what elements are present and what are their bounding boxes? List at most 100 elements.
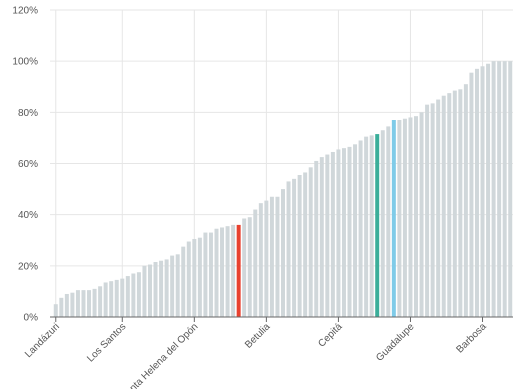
bar[interactable] (497, 61, 502, 317)
bar[interactable] (214, 228, 219, 317)
x-axis (50, 316, 513, 322)
bar[interactable] (59, 297, 64, 317)
bar[interactable] (414, 116, 419, 317)
bar[interactable] (430, 103, 435, 317)
bar[interactable] (220, 227, 225, 317)
bar[interactable] (275, 196, 280, 317)
bar[interactable] (142, 265, 147, 317)
bar[interactable] (81, 290, 86, 317)
bar[interactable] (103, 282, 108, 317)
bar[interactable] (197, 237, 202, 317)
bar[interactable] (70, 292, 75, 317)
bar[interactable] (419, 112, 424, 317)
bar[interactable] (170, 255, 175, 317)
bar[interactable] (147, 264, 152, 317)
bar[interactable] (153, 261, 158, 317)
bar[interactable] (203, 232, 208, 317)
bar[interactable] (75, 290, 80, 317)
x-tick-label: Cepitá (316, 321, 345, 350)
highlighted-bar[interactable] (375, 134, 380, 317)
bar[interactable] (231, 224, 236, 317)
y-tick-label: 20% (18, 261, 38, 272)
bars (53, 61, 513, 318)
bar[interactable] (269, 196, 274, 317)
x-tick-label: Barbosa (455, 321, 489, 355)
bar[interactable] (253, 209, 258, 317)
bar[interactable] (447, 93, 452, 317)
x-tick-label: Los Santos (85, 321, 128, 364)
bar[interactable] (369, 135, 374, 317)
bar[interactable] (181, 246, 186, 317)
bar[interactable] (208, 232, 213, 317)
bar[interactable] (402, 118, 407, 318)
bar[interactable] (192, 238, 197, 317)
bar[interactable] (425, 104, 430, 318)
bar[interactable] (341, 148, 346, 317)
bar[interactable] (242, 218, 247, 317)
bar[interactable] (330, 151, 335, 317)
bar[interactable] (358, 140, 363, 317)
bar[interactable] (258, 203, 263, 317)
bar[interactable] (64, 293, 69, 317)
bar[interactable] (98, 286, 103, 317)
bar[interactable] (441, 95, 446, 318)
y-tick-label: 0% (24, 313, 39, 324)
bar[interactable] (480, 66, 485, 318)
bar[interactable] (508, 61, 513, 317)
bar[interactable] (175, 254, 180, 317)
bar[interactable] (347, 146, 352, 317)
x-tick-label: Santa Helena del Opón (119, 321, 200, 389)
bar[interactable] (92, 288, 97, 317)
bar[interactable] (386, 126, 391, 317)
bar[interactable] (463, 84, 468, 317)
bar[interactable] (486, 63, 491, 317)
bar[interactable] (474, 68, 479, 317)
bar[interactable] (131, 273, 136, 317)
bar[interactable] (308, 167, 313, 317)
bar[interactable] (186, 241, 191, 317)
bar[interactable] (159, 260, 164, 317)
highlighted-bar[interactable] (391, 120, 396, 317)
bar[interactable] (53, 304, 58, 317)
bar[interactable] (364, 136, 369, 317)
bar[interactable] (452, 90, 457, 318)
bar[interactable] (469, 72, 474, 317)
bar[interactable] (264, 200, 269, 317)
bar[interactable] (125, 276, 130, 317)
bar[interactable] (397, 120, 402, 317)
y-tick-label: 60% (18, 159, 38, 170)
bar[interactable] (314, 160, 319, 317)
bar[interactable] (114, 279, 119, 317)
bar[interactable] (319, 157, 324, 317)
bar[interactable] (109, 281, 114, 317)
y-tick-label: 80% (18, 108, 38, 119)
bar[interactable] (408, 117, 413, 317)
highlighted-bar[interactable] (236, 224, 241, 317)
bar[interactable] (136, 272, 141, 317)
bar[interactable] (458, 89, 463, 317)
x-tick-label: Guadalupe (374, 321, 417, 364)
bar[interactable] (120, 278, 125, 317)
bar[interactable] (325, 154, 330, 317)
bar[interactable] (286, 181, 291, 317)
y-tick-label: 100% (12, 57, 38, 68)
bar[interactable] (225, 226, 230, 317)
bar[interactable] (87, 290, 92, 317)
bar[interactable] (281, 189, 285, 317)
bar[interactable] (247, 217, 252, 317)
bar[interactable] (303, 172, 308, 317)
bar[interactable] (491, 61, 496, 317)
bar[interactable] (502, 61, 507, 317)
bar[interactable] (380, 130, 385, 317)
y-axis-labels: 0% 20% 40% 60% 80% 100% 120% (12, 6, 38, 324)
bar[interactable] (292, 178, 297, 317)
bar[interactable] (436, 99, 441, 318)
bar[interactable] (336, 149, 341, 317)
bar[interactable] (164, 259, 169, 317)
bar[interactable] (353, 144, 358, 317)
y-tick-label: 120% (12, 6, 38, 17)
bar[interactable] (297, 175, 302, 317)
x-tick-label: Landázuri (23, 321, 62, 360)
